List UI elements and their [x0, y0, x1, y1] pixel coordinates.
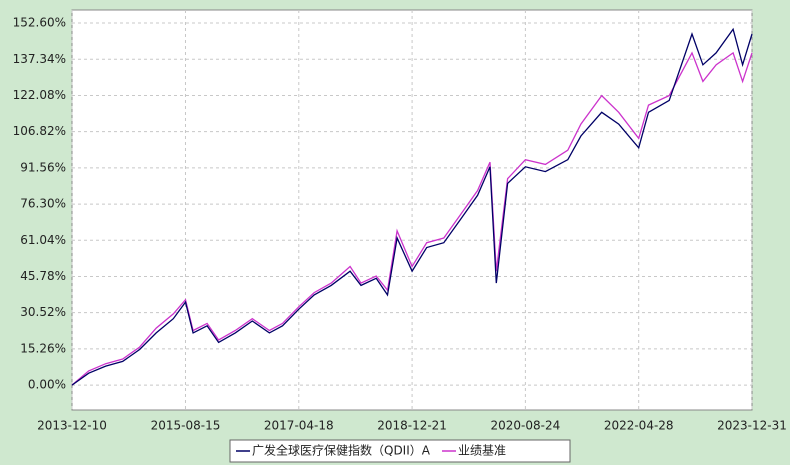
y-tick-label: 76.30% [20, 197, 66, 211]
y-tick-label: 61.04% [20, 233, 66, 247]
y-tick-label: 91.56% [20, 160, 66, 174]
x-tick-label: 2023-12-31 [717, 419, 787, 433]
y-tick-label: 152.60% [13, 16, 66, 30]
legend [229, 439, 571, 463]
x-tick-label: 2020-08-24 [491, 419, 561, 433]
y-tick-label: 15.26% [20, 341, 66, 355]
y-tick-label: 0.00% [28, 378, 66, 392]
y-tick-label: 106.82% [13, 124, 66, 138]
y-tick-label: 45.78% [20, 269, 66, 283]
x-tick-label: 2018-12-21 [377, 419, 447, 433]
legend-label: 业绩基准 [458, 444, 506, 458]
y-tick-label: 122.08% [13, 88, 66, 102]
legend-label: 广发全球医疗保健指数（QDII）A [252, 443, 431, 458]
series-line [71, 27, 753, 386]
x-tick-label: 2015-08-15 [151, 419, 221, 433]
x-tick-label: 2017-04-18 [264, 419, 334, 433]
y-tick-label: 137.34% [13, 52, 66, 66]
x-tick-label: 2013-12-10 [37, 419, 107, 433]
y-tick-label: 30.52% [20, 305, 66, 319]
x-tick-label: 2022-04-28 [604, 419, 674, 433]
